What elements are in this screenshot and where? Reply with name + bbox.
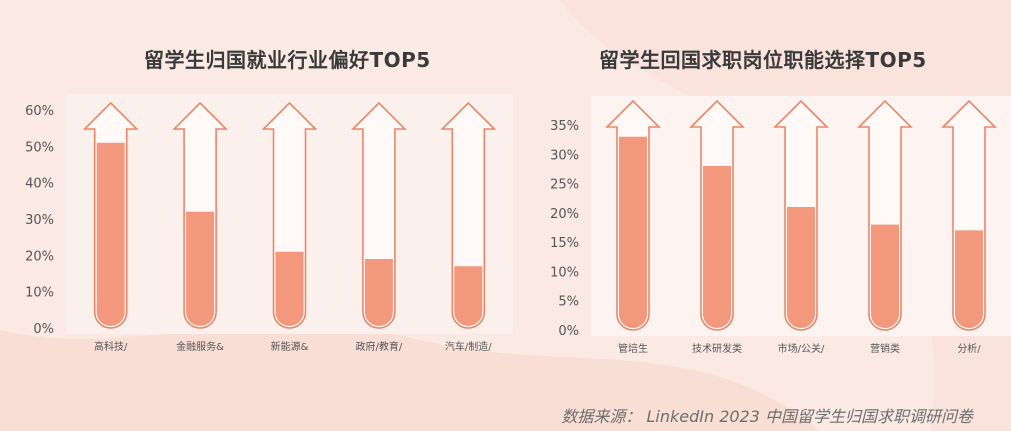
bar-fill [787, 207, 815, 328]
category-label: 技术研发类 [692, 342, 742, 354]
y-tick-label: 0% [33, 322, 54, 337]
category-label: 管培生 [618, 342, 648, 354]
right-chart-panel: 留学生回国求职岗位职能选择TOP5 0% 5% 10% 15% 20% 25% 30% 35%… [528, 24, 1011, 354]
category-label: 市场/公关/ [778, 342, 825, 354]
y-tick-label: 50% [25, 140, 54, 155]
data-source-note: 数据来源： LinkedIn 2023 中国留学生归国求职调研问卷 [561, 407, 973, 426]
y-tick-label: 60% [25, 104, 54, 119]
bar-fill [364, 258, 393, 327]
left-chart-title: 留学生归国就业行业偏好TOP5 [144, 48, 431, 72]
bar-fill [955, 230, 983, 328]
bar-fill [186, 211, 215, 327]
right-chart-title: 留学生回国求职岗位职能选择TOP5 [599, 48, 927, 72]
category-label: 营销类 [870, 342, 900, 354]
bar-fill [619, 136, 647, 328]
category-label: 汽车/制造/ [445, 340, 492, 353]
left-chart-svg: 0%10%20%30%40%50%60%高科技/互联网金融服务&保险新能源&新能… [25, 94, 513, 354]
y-tick-label: 20% [25, 249, 54, 264]
category-label: 新能源& [271, 340, 309, 353]
y-tick-label: 20% [550, 207, 579, 222]
left-chart-panel: 留学生归国就业行业偏好TOP5 0% 10% 20% 30% 40% 50% 60% 高科技/… [18, 24, 513, 354]
category-label: 保险 [190, 353, 210, 354]
right-chart-svg: 0%5%10%15%20%25%30%35%管培生技术研发类市场/公关/广告类营… [550, 96, 1011, 354]
y-tick-label: 15% [550, 236, 579, 251]
y-tick-label: 0% [558, 324, 579, 339]
y-tick-label: 35% [550, 119, 579, 134]
category-label: 高科技/ [94, 340, 128, 353]
y-tick-label: 40% [25, 177, 54, 192]
category-label: 分析/ [957, 342, 981, 354]
category-label: 新能源汽车 [265, 353, 315, 354]
y-tick-label: 5% [558, 295, 579, 310]
bar-fill [275, 251, 304, 327]
y-tick-label: 10% [550, 265, 579, 280]
category-label: 金融服务& [176, 340, 224, 353]
y-tick-label: 10% [25, 286, 54, 301]
y-tick-label: 30% [25, 213, 54, 228]
category-label: 政府/教育/ [356, 340, 403, 353]
bar-fill [96, 142, 125, 327]
bar-fill [454, 266, 483, 327]
y-tick-label: 25% [550, 178, 579, 193]
bar-fill [871, 224, 899, 328]
y-tick-label: 30% [550, 148, 579, 163]
bar-fill [703, 166, 731, 328]
